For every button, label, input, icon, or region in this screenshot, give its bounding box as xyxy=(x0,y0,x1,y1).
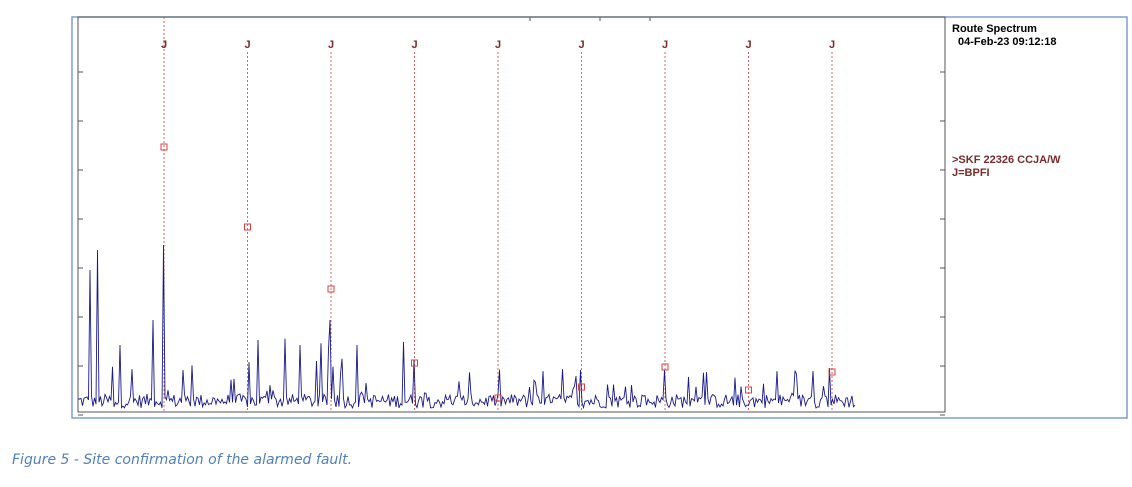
marker-label: J xyxy=(411,39,417,51)
marker-box xyxy=(494,394,502,402)
marker-label: J xyxy=(745,39,751,51)
marker-box xyxy=(327,285,335,293)
marker-label: J xyxy=(662,39,668,51)
marker-label: J xyxy=(328,39,334,51)
marker-label: J xyxy=(829,39,835,51)
marker-box xyxy=(411,359,418,367)
marker-label: J xyxy=(495,39,501,51)
figure: J J J J J J J J J Route Spectrum 04-Feb-23 09:12… xyxy=(71,16,1128,419)
marker-label: J xyxy=(578,39,584,51)
timestamp: 04-Feb-23 09:12:18 xyxy=(958,36,1056,48)
marker-label: J xyxy=(161,39,167,51)
defect-label: J=BPFI xyxy=(952,167,990,179)
marker-box xyxy=(745,386,752,394)
plot-area xyxy=(77,16,946,413)
marker-label: J xyxy=(244,39,250,51)
bearing: >SKF 22326 CCJA/W xyxy=(952,154,1061,166)
figure-frame xyxy=(71,16,1128,419)
marker-box xyxy=(661,363,669,371)
marker-boxes xyxy=(160,143,836,402)
marker-box xyxy=(828,368,836,376)
marker-box xyxy=(160,143,168,151)
spectrum-trace xyxy=(77,244,856,410)
marker-box xyxy=(578,383,585,391)
marker-box xyxy=(244,223,251,231)
caption: Figure 5 - Site confirmation of the alar… xyxy=(12,452,353,468)
panel-title: Route Spectrum xyxy=(952,23,1037,35)
